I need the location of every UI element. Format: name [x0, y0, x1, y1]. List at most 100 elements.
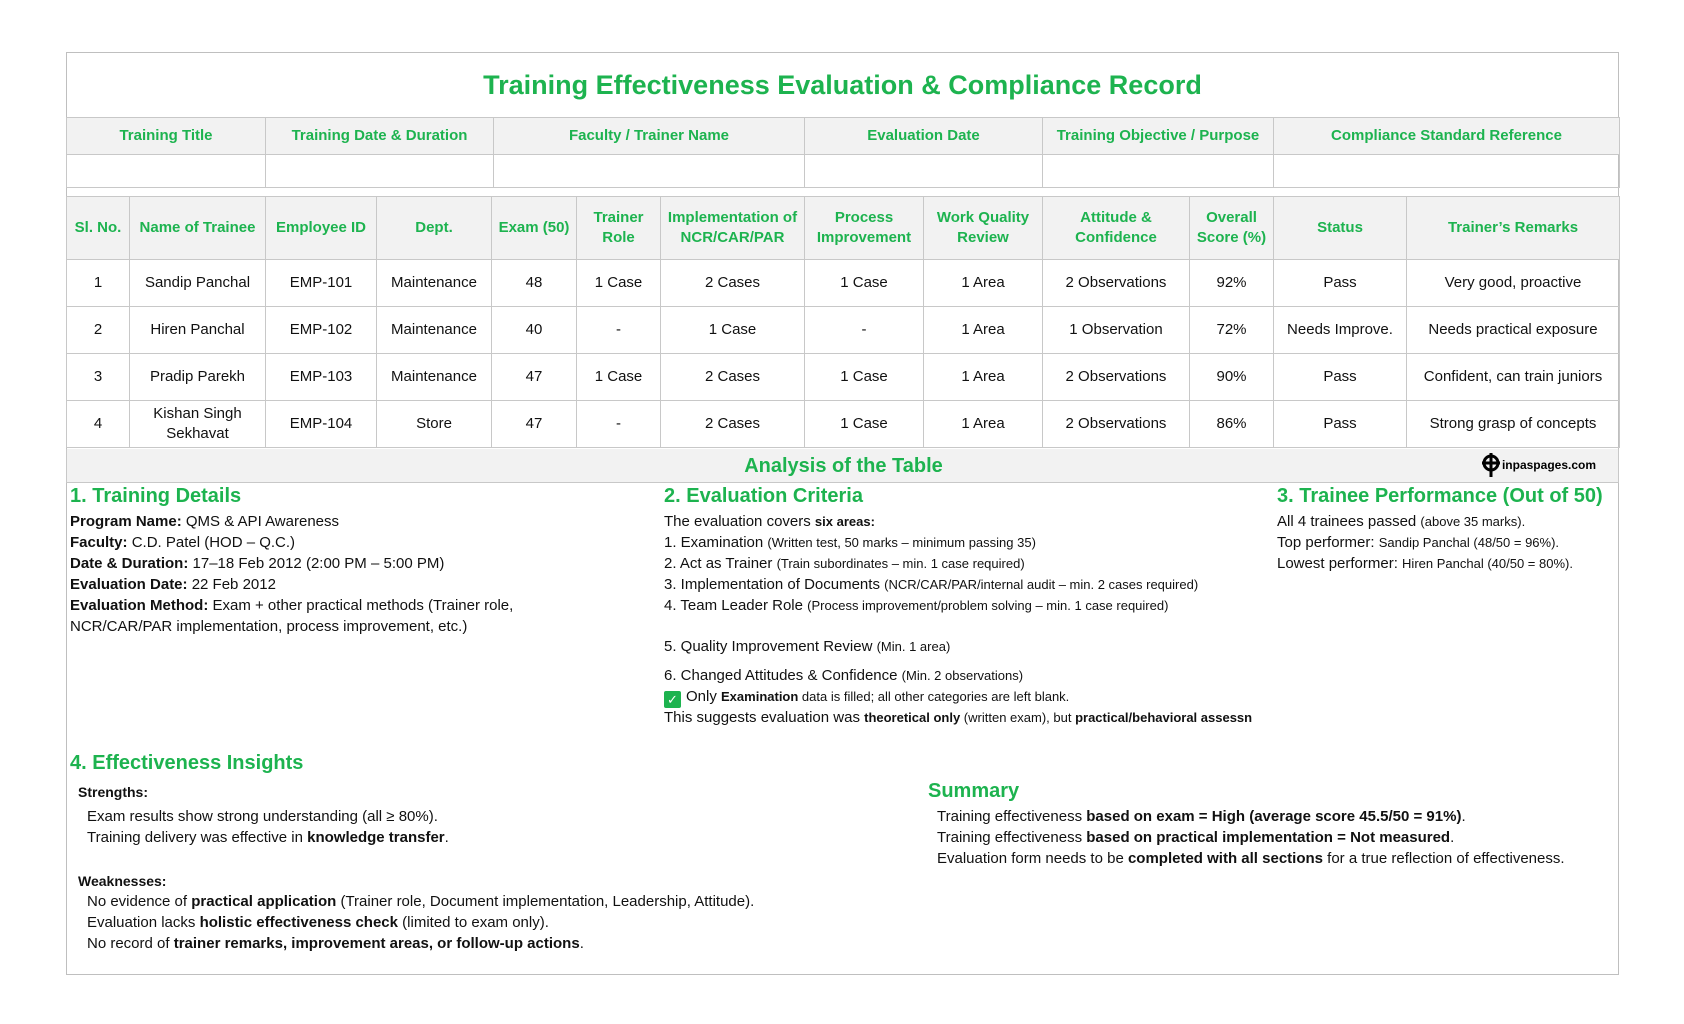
table-cell: Pass — [1273, 259, 1407, 307]
text-segment: Examination — [721, 689, 799, 704]
table-cell: 1 Area — [923, 400, 1043, 448]
text-segment: The evaluation covers — [664, 513, 815, 530]
analysis-banner: Analysis of the Table inpaspages.com — [66, 449, 1619, 483]
table-cell: Very good, proactive — [1406, 259, 1620, 307]
table-cell: - — [804, 306, 924, 354]
table-cell: Maintenance — [376, 306, 492, 354]
info-value-cell[interactable] — [265, 154, 494, 188]
table-cell: 92% — [1189, 259, 1274, 307]
text-segment: (Process improvement/problem solving – m… — [807, 598, 1169, 613]
section-trainee-performance-heading: 3. Trainee Performance (Out of 50) — [1277, 485, 1603, 507]
text-segment: (above 35 marks). — [1420, 514, 1526, 529]
table-cell: 47 — [491, 400, 577, 448]
strengths-label: Strengths: — [78, 784, 148, 800]
table-cell: - — [576, 306, 661, 354]
column-header: Trainer Role — [576, 196, 661, 260]
table-cell: 2 Observations — [1042, 400, 1190, 448]
table-cell: Pradip Parekh — [129, 353, 266, 401]
text-segment: Sandip Panchal (48/50 = 96%). — [1378, 535, 1560, 550]
info-header-cell: Training Date & Duration — [265, 117, 494, 155]
table-cell: Strong grasp of concepts — [1406, 400, 1620, 448]
text-segment: (Train subordinates – min. 1 case requir… — [776, 556, 1025, 571]
table-cell: 2 Cases — [660, 259, 805, 307]
text-segment: data is filled; all other categories are… — [798, 689, 1070, 704]
page-title: Training Effectiveness Evaluation & Comp… — [483, 70, 1202, 100]
text-segment: QMS & API Awareness — [185, 513, 340, 530]
info-value-cell[interactable] — [66, 154, 266, 188]
text-segment: practical application — [191, 893, 337, 910]
text-segment: (limited to exam only). — [398, 914, 549, 931]
text-segment: . — [1461, 808, 1466, 825]
info-value-cell[interactable] — [804, 154, 1043, 188]
text-segment: holistic effectiveness check — [199, 914, 398, 931]
document-frame — [66, 52, 1619, 975]
text-segment: based on practical implementation = Not … — [1086, 829, 1451, 846]
text-segment: C.D. Patel (HOD – Q.C.) — [131, 534, 296, 551]
section-effectiveness-insights-heading: 4. Effectiveness Insights — [70, 752, 304, 774]
table-cell: 1 Case — [804, 400, 924, 448]
text-segment: No record of — [87, 935, 174, 952]
info-value-cell[interactable] — [1273, 154, 1620, 188]
table-row: 1 Sandip Panchal EMP-101 Maintenance 48 1 Cas… — [66, 259, 1620, 307]
text-segment: Exam results show strong understanding (… — [87, 808, 438, 825]
table-cell: 1 Case — [660, 306, 805, 354]
text-segment: Training effectiveness — [937, 829, 1087, 846]
text-segment: Evaluation Method: — [70, 597, 213, 614]
column-header: Process Improvement — [804, 196, 924, 260]
table-cell: 4 — [66, 400, 130, 448]
criteria-line: 6. Changed Attitudes & Confidence (Min. … — [664, 666, 1023, 686]
text-segment: 1. Examination — [664, 534, 768, 551]
text-segment: (Min. 2 observations) — [901, 668, 1024, 683]
text-segment: . — [444, 829, 449, 846]
section-training-details-heading: 1. Training Details — [70, 485, 242, 507]
logo-text: inpaspages.com — [1501, 458, 1596, 472]
text-segment: Faculty: — [70, 534, 132, 551]
table-cell: Needs Improve. — [1273, 306, 1407, 354]
column-header: Employee ID — [265, 196, 377, 260]
table-cell: Sandip Panchal — [129, 259, 266, 307]
table-cell: 1 Case — [804, 353, 924, 401]
criteria-line: The evaluation covers six areas: — [664, 512, 875, 532]
table-cell: 40 — [491, 306, 577, 354]
table-cell: 90% — [1189, 353, 1274, 401]
criteria-line: 3. Implementation of Documents (NCR/CAR/… — [664, 575, 1198, 595]
info-header-cell: Compliance Standard Reference — [1273, 117, 1620, 155]
text-segment: 2. Act as Trainer — [664, 555, 777, 572]
table-cell: 2 Cases — [660, 353, 805, 401]
table-cell: Confident, can train juniors — [1406, 353, 1620, 401]
text-segment: theoretical only — [864, 710, 961, 725]
column-header: Implementation of NCR/CAR/PAR — [660, 196, 805, 260]
table-cell: Pass — [1273, 400, 1407, 448]
column-header: Name of Trainee — [129, 196, 266, 260]
info-value-cell[interactable] — [1042, 154, 1274, 188]
text-segment: All 4 trainees passed — [1277, 513, 1421, 530]
text-segment: trainer remarks, improvement areas, or f… — [173, 935, 580, 952]
text-segment: This suggests evaluation was — [664, 709, 865, 726]
weaknesses-label: Weaknesses: — [78, 873, 167, 889]
summary-heading: Summary — [928, 780, 1020, 802]
text-segment: completed with all sections — [1127, 850, 1323, 867]
info-value-cell[interactable] — [493, 154, 805, 188]
text-segment: for a true reflection of effectiveness. — [1323, 850, 1565, 867]
text-segment: (written exam), but — [960, 710, 1076, 725]
text-segment: Training delivery was effective in — [87, 829, 308, 846]
text-segment: 5. Quality Improvement Review — [664, 638, 877, 655]
table-row: 2 Hiren Panchal EMP-102 Maintenance 40-1 Cas… — [66, 306, 1620, 354]
criteria-line: 1. Examination (Written test, 50 marks –… — [664, 533, 1036, 553]
training-info-table: Training Title Training Date & Duration Fa… — [66, 117, 1620, 188]
text-segment: . — [579, 935, 584, 952]
criteria-line: This suggests evaluation was theoretical… — [664, 708, 1256, 728]
table-cell: 2 Observations — [1042, 353, 1190, 401]
text-segment: 6. Changed Attitudes & Confidence — [664, 667, 902, 684]
weakness-line: No evidence of practical application (Tr… — [87, 892, 754, 912]
column-header: Attitude & Confidence — [1042, 196, 1190, 260]
table-cell: Needs practical exposure — [1406, 306, 1620, 354]
performance-line: Lowest performer: Hiren Panchal (40/50 =… — [1277, 554, 1573, 574]
text-segment: (Written test, 50 marks – minimum passin… — [767, 535, 1036, 550]
strength-line: Exam results show strong understanding (… — [87, 807, 438, 827]
training-detail-line: Faculty: C.D. Patel (HOD – Q.C.) — [70, 533, 295, 553]
info-header-cell: Training Title — [66, 117, 266, 155]
table-cell: Hiren Panchal — [129, 306, 266, 354]
table-cell: Store — [376, 400, 492, 448]
criteria-line: 4. Team Leader Role (Process improvement… — [664, 596, 1168, 616]
